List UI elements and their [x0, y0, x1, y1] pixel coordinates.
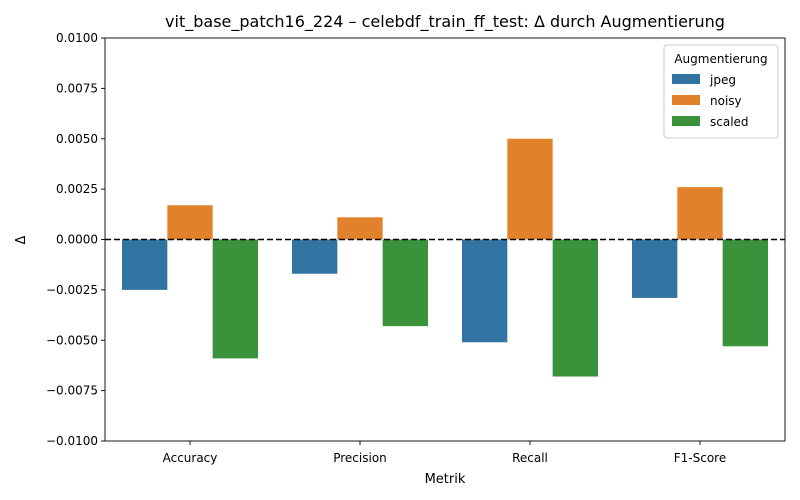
bar-scaled-recall — [552, 239, 598, 377]
legend-label-noisy: noisy — [710, 94, 742, 108]
x-tick-label: F1-Score — [674, 451, 726, 465]
plot-area: −0.0100 −0.0075 −0.0050 −0.0025 0.0000 0.0025… — [46, 31, 786, 465]
y-tick-label: 0.0075 — [56, 81, 98, 95]
chart-title: vit_base_patch16_224 – celebdf_train_ff_… — [165, 12, 725, 32]
legend: Augmentierung jpeg noisy scaled — [663, 44, 779, 139]
legend-swatch-noisy — [672, 95, 700, 105]
x-tick-label: Recall — [512, 451, 548, 465]
bar-scaled-accuracy — [212, 239, 258, 359]
bar-noisy-precision — [337, 217, 383, 240]
y-tick-label: 0.0050 — [56, 132, 98, 146]
bar-noisy-recall — [507, 138, 553, 240]
bar-scaled-f1-score — [722, 239, 768, 347]
bar-jpeg-recall — [462, 239, 508, 343]
legend-swatch-jpeg — [672, 74, 700, 84]
legend-swatch-scaled — [672, 116, 700, 126]
x-tick-label: Accuracy — [163, 451, 218, 465]
bar-noisy-accuracy — [167, 205, 213, 240]
legend-box — [663, 44, 779, 139]
y-tick-label: −0.0100 — [46, 434, 98, 448]
y-tick-label: 0.0100 — [56, 31, 98, 45]
bar-jpeg-accuracy — [122, 239, 168, 290]
legend-label-scaled: scaled — [710, 115, 749, 129]
bar-scaled-precision — [382, 239, 428, 327]
y-tick-label: −0.0025 — [46, 283, 98, 297]
y-axis-label: Δ — [14, 235, 29, 244]
bar-jpeg-f1-score — [632, 239, 678, 298]
y-tick-label: 0.0000 — [56, 233, 98, 247]
legend-label-jpeg: jpeg — [709, 73, 736, 87]
x-tick-label: Precision — [333, 451, 387, 465]
y-tick-label: 0.0025 — [56, 182, 98, 196]
bar-jpeg-precision — [292, 239, 338, 274]
y-tick-label: −0.0075 — [46, 384, 98, 398]
x-axis-label: Metrik — [425, 472, 466, 487]
y-tick-label: −0.0050 — [46, 333, 98, 347]
legend-title: Augmentierung — [674, 52, 767, 66]
bar-noisy-f1-score — [677, 187, 723, 240]
